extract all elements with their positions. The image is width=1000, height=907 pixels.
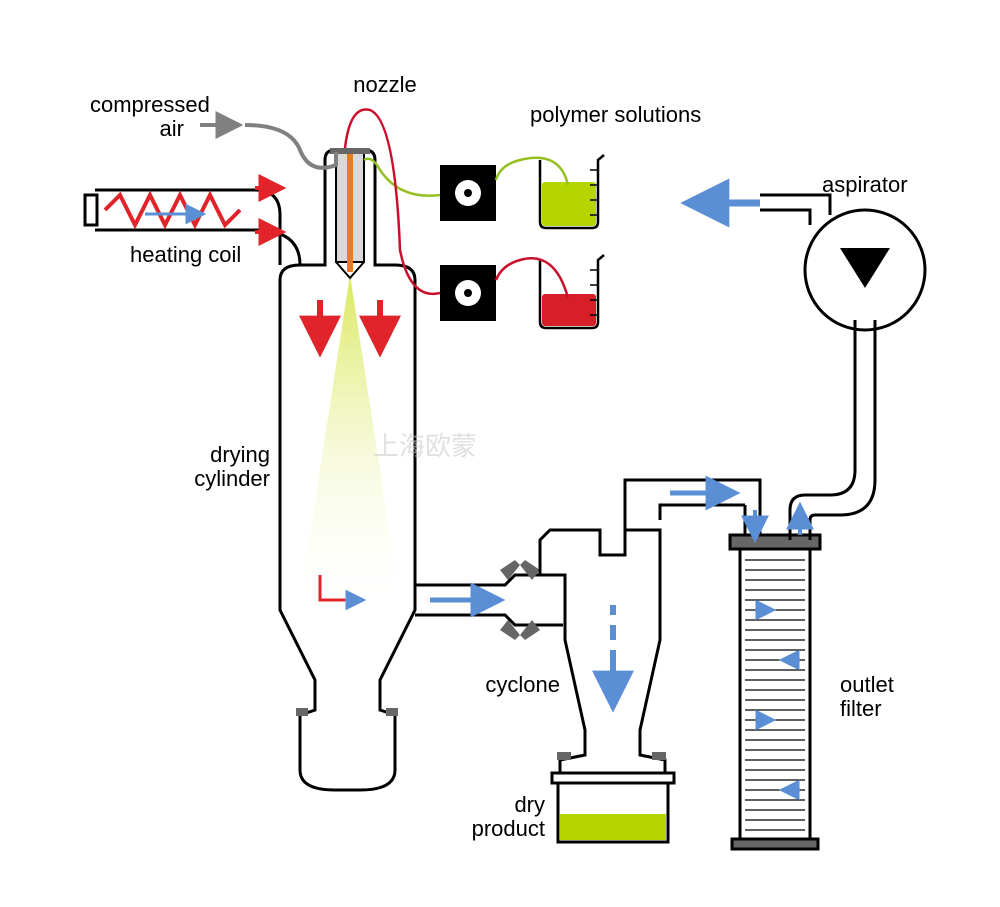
label-nozzle: nozzle <box>353 72 417 97</box>
label-outlet-1: outlet <box>840 672 894 697</box>
label-heating: heating coil <box>130 242 241 267</box>
label-compressed-2: air <box>160 116 184 141</box>
nozzle <box>330 148 370 278</box>
label-dry-2: product <box>472 816 545 841</box>
watermark-text: 上海欧蒙 <box>373 431 477 461</box>
label-polymer: polymer solutions <box>530 102 701 127</box>
pump-2 <box>440 265 496 321</box>
diagram-bg <box>0 0 1000 907</box>
label-cyclone: cyclone <box>485 672 560 697</box>
label-compressed-1: compressed <box>90 92 210 117</box>
dry-product-cup <box>552 773 674 842</box>
label-dry-1: dry <box>514 792 545 817</box>
label-outlet-2: filter <box>840 696 882 721</box>
label-drying-2: cylinder <box>194 466 270 491</box>
spray-dryer-diagram: 上海欧蒙 compressed air nozzle polymer solut… <box>0 0 1000 907</box>
label-drying-1: drying <box>210 442 270 467</box>
label-aspirator: aspirator <box>822 172 908 197</box>
pump-1 <box>440 165 496 221</box>
